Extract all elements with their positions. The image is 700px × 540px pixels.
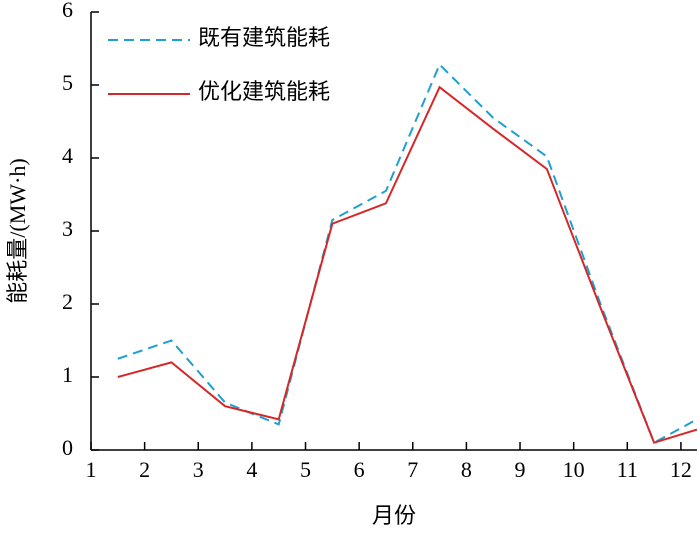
x-tick-label: 9 — [515, 457, 526, 482]
x-tick-label: 7 — [407, 457, 418, 482]
x-tick-label: 4 — [246, 457, 257, 482]
y-axis-label: 能耗量/(MW·h) — [5, 158, 30, 303]
y-tick-label: 6 — [62, 0, 73, 22]
x-tick-label: 2 — [139, 457, 150, 482]
x-tick-label: 11 — [617, 457, 638, 482]
y-tick-label: 3 — [62, 216, 73, 241]
legend-label: 既有建筑能耗 — [198, 25, 330, 50]
y-tick-label: 4 — [62, 143, 73, 168]
x-tick-label: 5 — [300, 457, 311, 482]
y-tick-label: 0 — [62, 435, 73, 460]
x-axis-label: 月份 — [372, 503, 416, 528]
x-tick-label: 10 — [563, 457, 585, 482]
y-tick-label: 1 — [62, 362, 73, 387]
y-tick-label: 2 — [62, 289, 73, 314]
x-tick-label: 1 — [86, 457, 97, 482]
data-line — [117, 62, 698, 445]
x-tick-label: 6 — [354, 457, 365, 482]
data-line — [117, 85, 698, 444]
x-tick-label: 12 — [670, 457, 692, 482]
y-tick-label: 5 — [62, 70, 73, 95]
x-tick-label: 3 — [193, 457, 204, 482]
legend-label: 优化建筑能耗 — [198, 79, 330, 104]
x-tick-label: 8 — [461, 457, 472, 482]
